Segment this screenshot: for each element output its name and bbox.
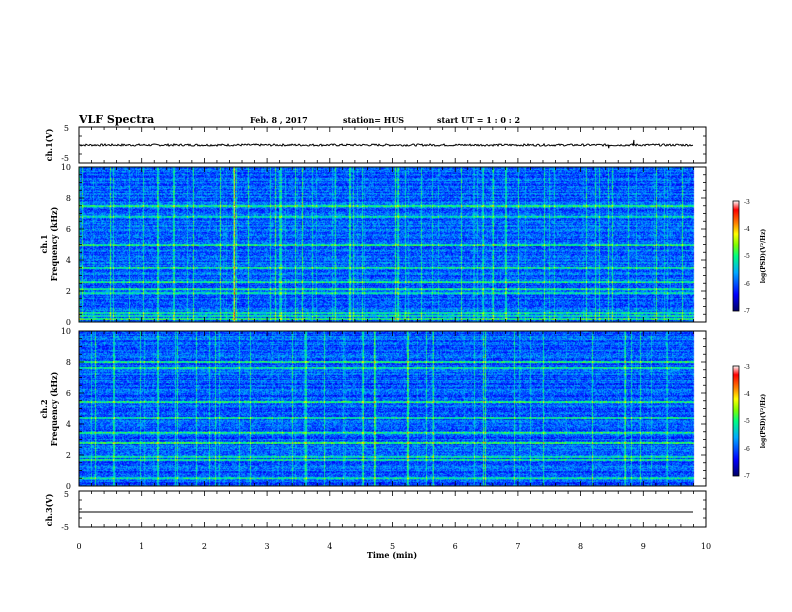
y-tick-label: 8 <box>66 358 71 367</box>
ch1-cb-tick-m3: -3 <box>744 199 750 206</box>
ch2-cb-tick-m6: -6 <box>744 446 750 453</box>
x-tick-label: 4 <box>327 542 332 551</box>
x-tick-label: 0 <box>76 542 81 551</box>
y-tick-label: 2 <box>66 451 71 460</box>
ch2-spec-ylabel-channel: ch.2 <box>39 399 49 418</box>
ch1-waveform-line <box>78 139 694 149</box>
ch2-cb-tick-m5: -5 <box>744 418 750 425</box>
y-tick-label: 6 <box>66 225 71 234</box>
x-tick-label: 7 <box>515 542 520 551</box>
ch2-cb-tick-m4: -4 <box>744 391 750 398</box>
y-tick-label: 0 <box>66 482 71 491</box>
figure-title: VLF Spectra <box>78 113 154 126</box>
ch2-spectrogram-panel: ch.2 Frequency (kHz) <box>39 330 707 487</box>
ch1-cb-tick-m5: -5 <box>744 253 750 260</box>
ch2-colorbar-label: log(PSD)(V²/Hz) <box>760 394 767 449</box>
ch3-waveform-frame <box>78 490 707 528</box>
x-tick-label: 6 <box>453 542 458 551</box>
x-tick-label: 3 <box>265 542 270 551</box>
ch1-ytick-minus5: -5 <box>61 154 69 163</box>
ch1-colorbar: -3 -4 -5 -6 -7 log(PSD)(V²/Hz) <box>732 199 767 315</box>
ch1-spectrogram-image <box>79 167 706 322</box>
y-tick-label: 10 <box>61 163 71 172</box>
ch1-colorbar-label: log(PSD)(V²/Hz) <box>760 229 767 284</box>
ch2-cb-tick-m3: -3 <box>744 364 750 371</box>
x-tick-label: 2 <box>202 542 207 551</box>
y-tick-label: 10 <box>61 327 71 336</box>
y-tick-label: 6 <box>66 389 71 398</box>
ch1-waveform-panel: 5 -5 ch.1(V) <box>44 124 707 164</box>
ch2-spec-ylabel-frequency: Frequency (kHz) <box>49 371 59 446</box>
ch3-ytick-5: 5 <box>64 490 69 499</box>
x-tick-label: 9 <box>641 542 646 551</box>
ch1-ylabel: ch.1(V) <box>44 128 54 161</box>
ch1-colorbar-gradient <box>732 200 740 312</box>
y-tick-label: 2 <box>66 287 71 296</box>
ch1-ytick-5: 5 <box>64 124 69 133</box>
ch1-spec-ylabel-channel: ch.1 <box>39 234 49 253</box>
y-tick-label: 4 <box>66 420 71 429</box>
ch2-cb-tick-m7: -7 <box>744 473 750 480</box>
y-tick-label: 0 <box>66 318 71 327</box>
ch2-colorbar: -3 -4 -5 -6 -7 log(PSD)(V²/Hz) <box>732 364 767 480</box>
y-tick-label: 8 <box>66 194 71 203</box>
start-time-label: start UT = 1 : 0 : 2 <box>437 115 520 125</box>
ch1-cb-tick-m4: -4 <box>744 226 750 233</box>
ch1-spectrogram-panel: ch.1 Frequency (kHz) <box>39 166 707 323</box>
station-label: station= HUS <box>343 115 404 125</box>
x-axis-label: Time (min) <box>367 550 417 560</box>
x-tick-label: 10 <box>701 542 711 551</box>
x-tick-label: 1 <box>139 542 144 551</box>
ch2-spectrogram-image <box>79 331 706 486</box>
date-label: Feb. 8 , 2017 <box>250 115 308 125</box>
ch2-colorbar-gradient <box>732 365 740 477</box>
x-tick-label: 8 <box>578 542 583 551</box>
x-tick-label: 5 <box>390 542 395 551</box>
ch3-ylabel: ch.3(V) <box>44 493 54 526</box>
ch1-cb-tick-m6: -6 <box>744 281 750 288</box>
ch1-cb-tick-m7: -7 <box>744 308 750 315</box>
y-tick-label: 4 <box>66 256 71 265</box>
ch1-spec-ylabel-frequency: Frequency (kHz) <box>49 206 59 281</box>
ch3-ytick-minus5: -5 <box>61 523 69 532</box>
